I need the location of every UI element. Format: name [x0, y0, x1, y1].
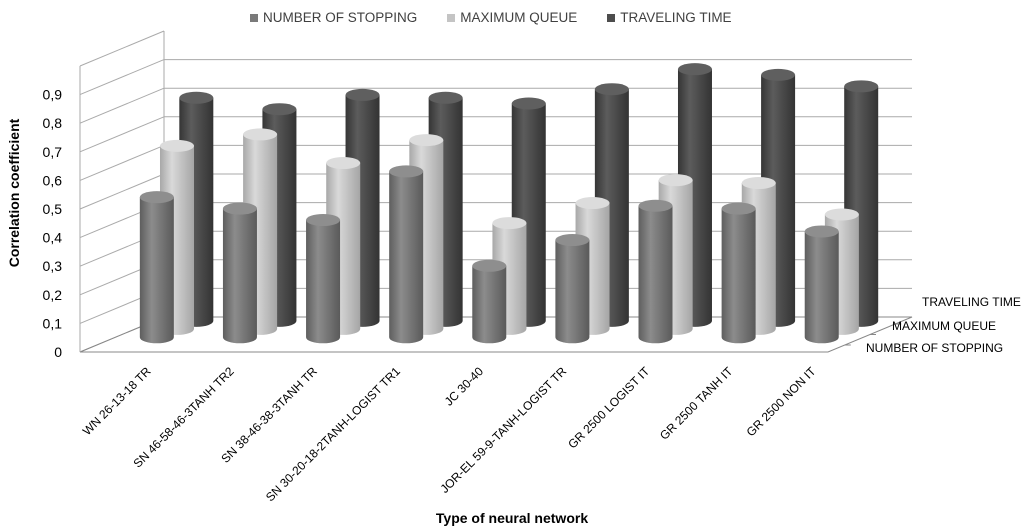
bar-top	[472, 259, 507, 272]
side-gridline	[79, 59, 165, 96]
y-tick-label: 0,1	[43, 315, 63, 331]
bar	[139, 191, 174, 344]
floor	[79, 316, 913, 353]
bar	[555, 234, 590, 344]
bar-top	[428, 91, 463, 104]
legend-swatch	[250, 13, 258, 22]
bar-top	[492, 217, 527, 230]
plot-bars	[139, 63, 879, 344]
bar-body	[721, 208, 756, 344]
legend-swatch	[447, 13, 456, 22]
bar-top	[409, 134, 444, 147]
legend: NUMBER OF STOPPING MAXIMUM QUEUE TRAVELI…	[250, 10, 732, 25]
y-tick-label: 0,8	[43, 115, 63, 131]
y-tick-label: 0,5	[43, 201, 63, 217]
bar-top	[139, 191, 174, 204]
bar-top	[844, 80, 879, 93]
bar	[638, 199, 673, 344]
bar-top	[179, 91, 214, 104]
bar-top	[638, 199, 673, 212]
depth-label: NUMBER OF STOPPING	[866, 341, 1003, 355]
bar-top	[326, 157, 361, 170]
x-tick-label: JC 30-40	[442, 364, 487, 409]
bar	[472, 259, 507, 344]
bar-top	[741, 177, 776, 190]
y-tick-label: 0,9	[43, 87, 63, 103]
bar-body	[804, 231, 839, 344]
legend-label: NUMBER OF STOPPING	[263, 10, 418, 25]
legend-label: TRAVELING TIME	[620, 10, 732, 25]
side-gridline	[79, 144, 165, 181]
depth-label: TRAVELING TIME	[922, 295, 1021, 309]
legend-item-maximum-queue: MAXIMUM QUEUE	[447, 10, 577, 25]
bar-top	[243, 128, 278, 141]
bar-top	[761, 68, 796, 81]
bar	[222, 202, 257, 344]
bar-body	[139, 197, 174, 344]
x-tick-label: WN 26-13-18 TR	[80, 364, 154, 438]
bar-top	[804, 225, 839, 238]
side-gridline	[79, 173, 165, 210]
bar-top	[159, 139, 194, 152]
bar	[389, 165, 424, 344]
bar-body	[555, 240, 590, 344]
bar-body	[222, 208, 257, 344]
x-tick-label: GR 2500 TANH IT	[657, 364, 736, 443]
depth-label: MAXIMUM QUEUE	[892, 319, 996, 333]
legend-item-traveling-time: TRAVELING TIME	[607, 10, 732, 25]
bar-top	[306, 214, 341, 227]
bar-top	[262, 103, 297, 116]
bar-top	[575, 197, 610, 210]
bar	[804, 225, 839, 344]
legend-label: MAXIMUM QUEUE	[460, 10, 578, 25]
bar-top	[721, 202, 756, 215]
bar-body	[638, 205, 673, 344]
bar-top	[345, 88, 380, 101]
bar-top	[824, 208, 859, 221]
side-gridline	[79, 116, 165, 153]
x-tick-label: SN 38-46-38-3TANH TR	[218, 364, 320, 466]
y-tick-label: 0,3	[43, 258, 63, 274]
x-tick-label: GR 2500 NON IT	[744, 364, 819, 439]
bar-top	[594, 83, 629, 96]
y-tick-label: 0,2	[43, 287, 63, 303]
x-axis-title: Type of neural network	[435, 510, 589, 526]
bar	[306, 214, 341, 344]
y-tick-label: 0	[54, 344, 62, 360]
y-tick-label: 0,7	[43, 144, 63, 160]
x-tick-label: GR 2500 LOGIST IT	[565, 364, 653, 452]
bar-top	[555, 234, 590, 247]
y-tick-label: 0,4	[43, 230, 63, 246]
side-gridline	[79, 87, 165, 124]
bar-top	[389, 165, 424, 178]
bar-body	[306, 220, 341, 344]
bar-body	[389, 171, 424, 344]
bar-top	[511, 97, 546, 110]
y-tick-label: 0,6	[43, 172, 63, 188]
bar	[721, 202, 756, 344]
legend-item-number-of-stopping: NUMBER OF STOPPING	[250, 10, 417, 25]
bar-body	[472, 265, 507, 344]
side-wall-top	[79, 30, 165, 67]
legend-swatch	[607, 13, 616, 22]
bar-top	[677, 63, 712, 76]
x-tick-label: SN 30-20-18-2TANH-LOGIST TR1	[263, 364, 403, 504]
bar-top	[658, 174, 693, 187]
bar-top	[222, 202, 257, 215]
